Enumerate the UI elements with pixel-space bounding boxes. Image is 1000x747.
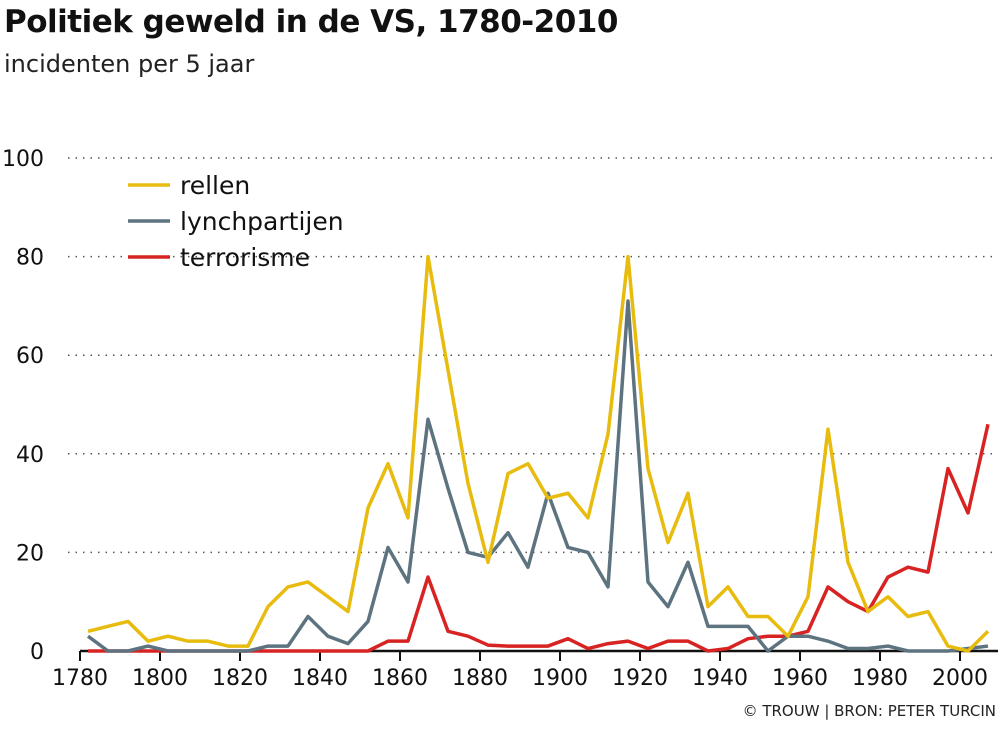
x-tick-label: 1940 <box>692 666 748 691</box>
legend-label-terrorisme: terrorisme <box>180 243 310 272</box>
series-line-lynchpartijen <box>86 299 989 653</box>
chart-title: Politiek geweld in de VS, 1780-2010 <box>4 4 618 40</box>
x-tick-label: 2000 <box>932 666 988 691</box>
source-credit: © TROUW | BRON: PETER TURCIN <box>742 702 996 720</box>
x-tick-label: 1960 <box>772 666 828 691</box>
legend-label-lynchpartijen: lynchpartijen <box>180 207 344 236</box>
x-tick-label: 1900 <box>532 666 588 691</box>
y-tick-label: 80 <box>16 246 44 271</box>
x-tick-label: 1800 <box>132 666 188 691</box>
y-tick-label: 40 <box>16 443 44 468</box>
legend-label-rellen: rellen <box>180 171 250 200</box>
x-tick-label: 1920 <box>612 666 668 691</box>
x-tick-label: 1820 <box>212 666 268 691</box>
series-line-terrorisme <box>88 423 990 653</box>
x-tick-label: 1980 <box>852 666 908 691</box>
y-tick-label: 20 <box>16 541 44 566</box>
x-tick-label: 1880 <box>452 666 508 691</box>
x-tick-label: 1840 <box>292 666 348 691</box>
y-tick-label: 60 <box>16 344 44 369</box>
series-line-rellen <box>87 254 990 653</box>
y-tick-label: 0 <box>30 640 44 665</box>
x-tick-label: 1780 <box>52 666 108 691</box>
chart-subtitle: incidenten per 5 jaar <box>4 50 255 78</box>
y-tick-label: 100 <box>2 147 44 172</box>
x-tick-label: 1860 <box>372 666 428 691</box>
